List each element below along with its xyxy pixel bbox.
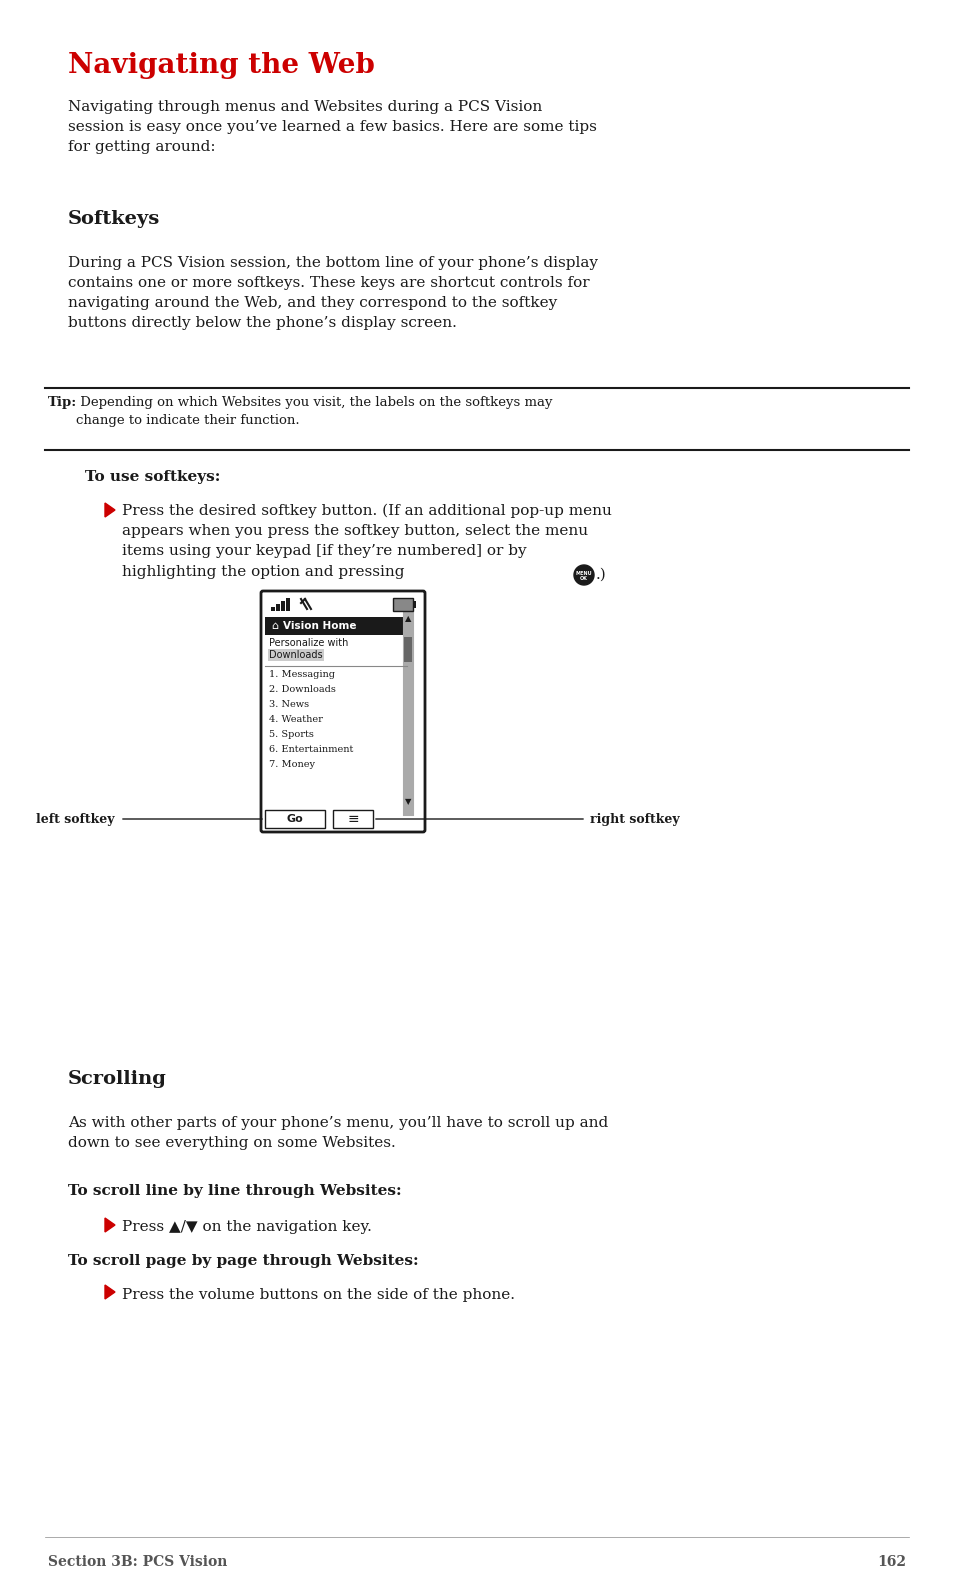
- Text: Press the desired softkey button. (If an additional pop-up menu
appears when you: Press the desired softkey button. (If an…: [122, 504, 611, 579]
- Text: During a PCS Vision session, the bottom line of your phone’s display
contains on: During a PCS Vision session, the bottom …: [68, 256, 598, 331]
- Text: Press ▲/▼ on the navigation key.: Press ▲/▼ on the navigation key.: [122, 1220, 372, 1234]
- Text: Personalize with: Personalize with: [269, 638, 348, 649]
- Text: 6. Entertainment: 6. Entertainment: [269, 746, 353, 754]
- Text: 1. Messaging: 1. Messaging: [269, 669, 335, 679]
- Bar: [333, 809, 373, 828]
- Bar: [413, 601, 416, 607]
- Circle shape: [574, 564, 594, 585]
- Text: To use softkeys:: To use softkeys:: [85, 471, 220, 483]
- Text: ≡: ≡: [347, 812, 358, 825]
- Text: As with other parts of your phone’s menu, you’ll have to scroll up and
down to s: As with other parts of your phone’s menu…: [68, 1116, 608, 1150]
- Bar: [275, 604, 280, 611]
- Bar: [265, 617, 405, 634]
- Text: Tip:: Tip:: [48, 396, 77, 409]
- Polygon shape: [105, 1218, 115, 1232]
- Text: 4. Weather: 4. Weather: [269, 716, 322, 723]
- Text: ▼: ▼: [404, 798, 411, 806]
- Text: Go: Go: [286, 814, 303, 824]
- Text: left softkey: left softkey: [36, 812, 115, 825]
- Text: ▲: ▲: [404, 614, 411, 623]
- Text: OK: OK: [579, 576, 587, 580]
- Polygon shape: [105, 502, 115, 517]
- Text: 3. News: 3. News: [269, 700, 309, 709]
- Bar: [265, 809, 325, 828]
- Text: 162: 162: [876, 1555, 905, 1569]
- Text: To scroll line by line through Websites:: To scroll line by line through Websites:: [68, 1185, 401, 1197]
- Bar: [403, 638, 412, 661]
- Bar: [271, 607, 274, 611]
- Text: 2. Downloads: 2. Downloads: [269, 685, 335, 693]
- Text: .): .): [596, 568, 606, 582]
- Text: Vision Home: Vision Home: [283, 622, 356, 631]
- Text: Softkeys: Softkeys: [68, 210, 160, 227]
- Bar: [393, 598, 413, 611]
- Text: MENU: MENU: [575, 571, 592, 576]
- Bar: [286, 598, 290, 611]
- Text: Navigating through menus and Websites during a PCS Vision
session is easy once y: Navigating through menus and Websites du…: [68, 100, 597, 154]
- Text: Downloads: Downloads: [269, 650, 322, 660]
- Text: right softkey: right softkey: [589, 812, 679, 825]
- Text: Section 3B: PCS Vision: Section 3B: PCS Vision: [48, 1555, 227, 1569]
- Text: Scrolling: Scrolling: [68, 1070, 167, 1088]
- Bar: [265, 593, 420, 615]
- Text: To scroll page by page through Websites:: To scroll page by page through Websites:: [68, 1255, 418, 1267]
- Polygon shape: [105, 1285, 115, 1299]
- Bar: [281, 601, 285, 611]
- Text: Navigating the Web: Navigating the Web: [68, 52, 375, 80]
- Text: ⌂: ⌂: [271, 622, 278, 631]
- Text: 7. Money: 7. Money: [269, 760, 314, 770]
- FancyBboxPatch shape: [261, 591, 424, 832]
- Text: 5. Sports: 5. Sports: [269, 730, 314, 739]
- Text: Depending on which Websites you visit, the labels on the softkeys may
change to : Depending on which Websites you visit, t…: [76, 396, 552, 426]
- Text: Press the volume buttons on the side of the phone.: Press the volume buttons on the side of …: [122, 1288, 515, 1302]
